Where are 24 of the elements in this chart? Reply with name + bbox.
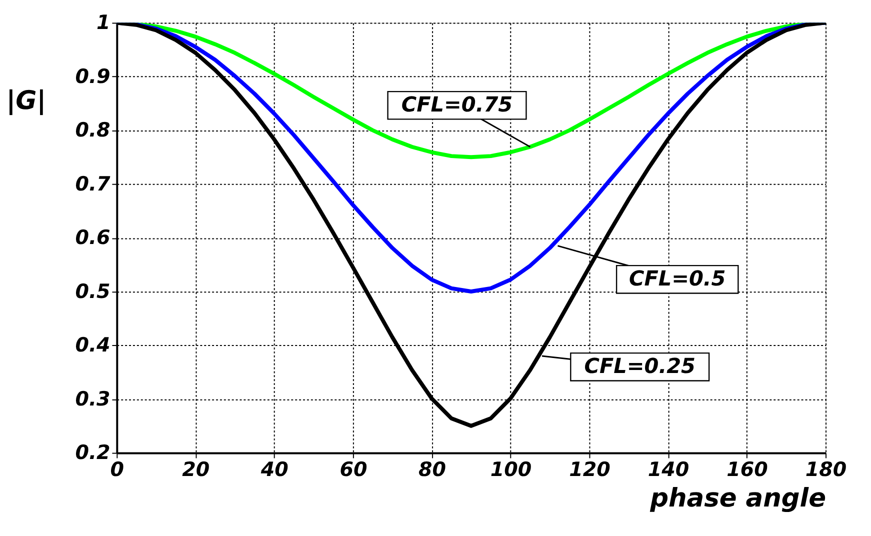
y-tick-label: 0.2 bbox=[75, 441, 110, 464]
y-tick-label: 1 bbox=[96, 11, 110, 34]
annotation: CFL=0.75 bbox=[401, 92, 513, 116]
x-tick-label: 180 bbox=[805, 458, 847, 482]
x-tick-label: 140 bbox=[648, 458, 690, 482]
x-tick-label: 80 bbox=[418, 458, 446, 482]
y-tick-label: 0.8 bbox=[75, 118, 110, 142]
y-tick-label: 0.9 bbox=[75, 64, 110, 88]
x-tick-label: 160 bbox=[726, 458, 768, 482]
y-axis-title: |G| bbox=[6, 86, 46, 116]
x-tick-label: 120 bbox=[569, 458, 611, 482]
x-tick-label: 20 bbox=[182, 458, 210, 482]
y-tick-label: 0.4 bbox=[75, 334, 110, 357]
annotation: CFL=0.25 bbox=[584, 354, 696, 378]
x-tick-label: 40 bbox=[260, 458, 289, 482]
y-tick-label: 0.5 bbox=[75, 280, 110, 303]
y-tick-label: 0.6 bbox=[75, 226, 110, 250]
annotation: CFL=0.5 bbox=[628, 266, 726, 290]
x-tick-label: 100 bbox=[490, 458, 532, 482]
y-tick-label: 0.3 bbox=[75, 387, 110, 410]
x-tick-label: 60 bbox=[340, 458, 368, 482]
y-tick-label: 0.7 bbox=[75, 172, 110, 196]
x-axis-title: phase angle bbox=[649, 484, 826, 514]
x-tick-label: 0 bbox=[110, 458, 124, 482]
